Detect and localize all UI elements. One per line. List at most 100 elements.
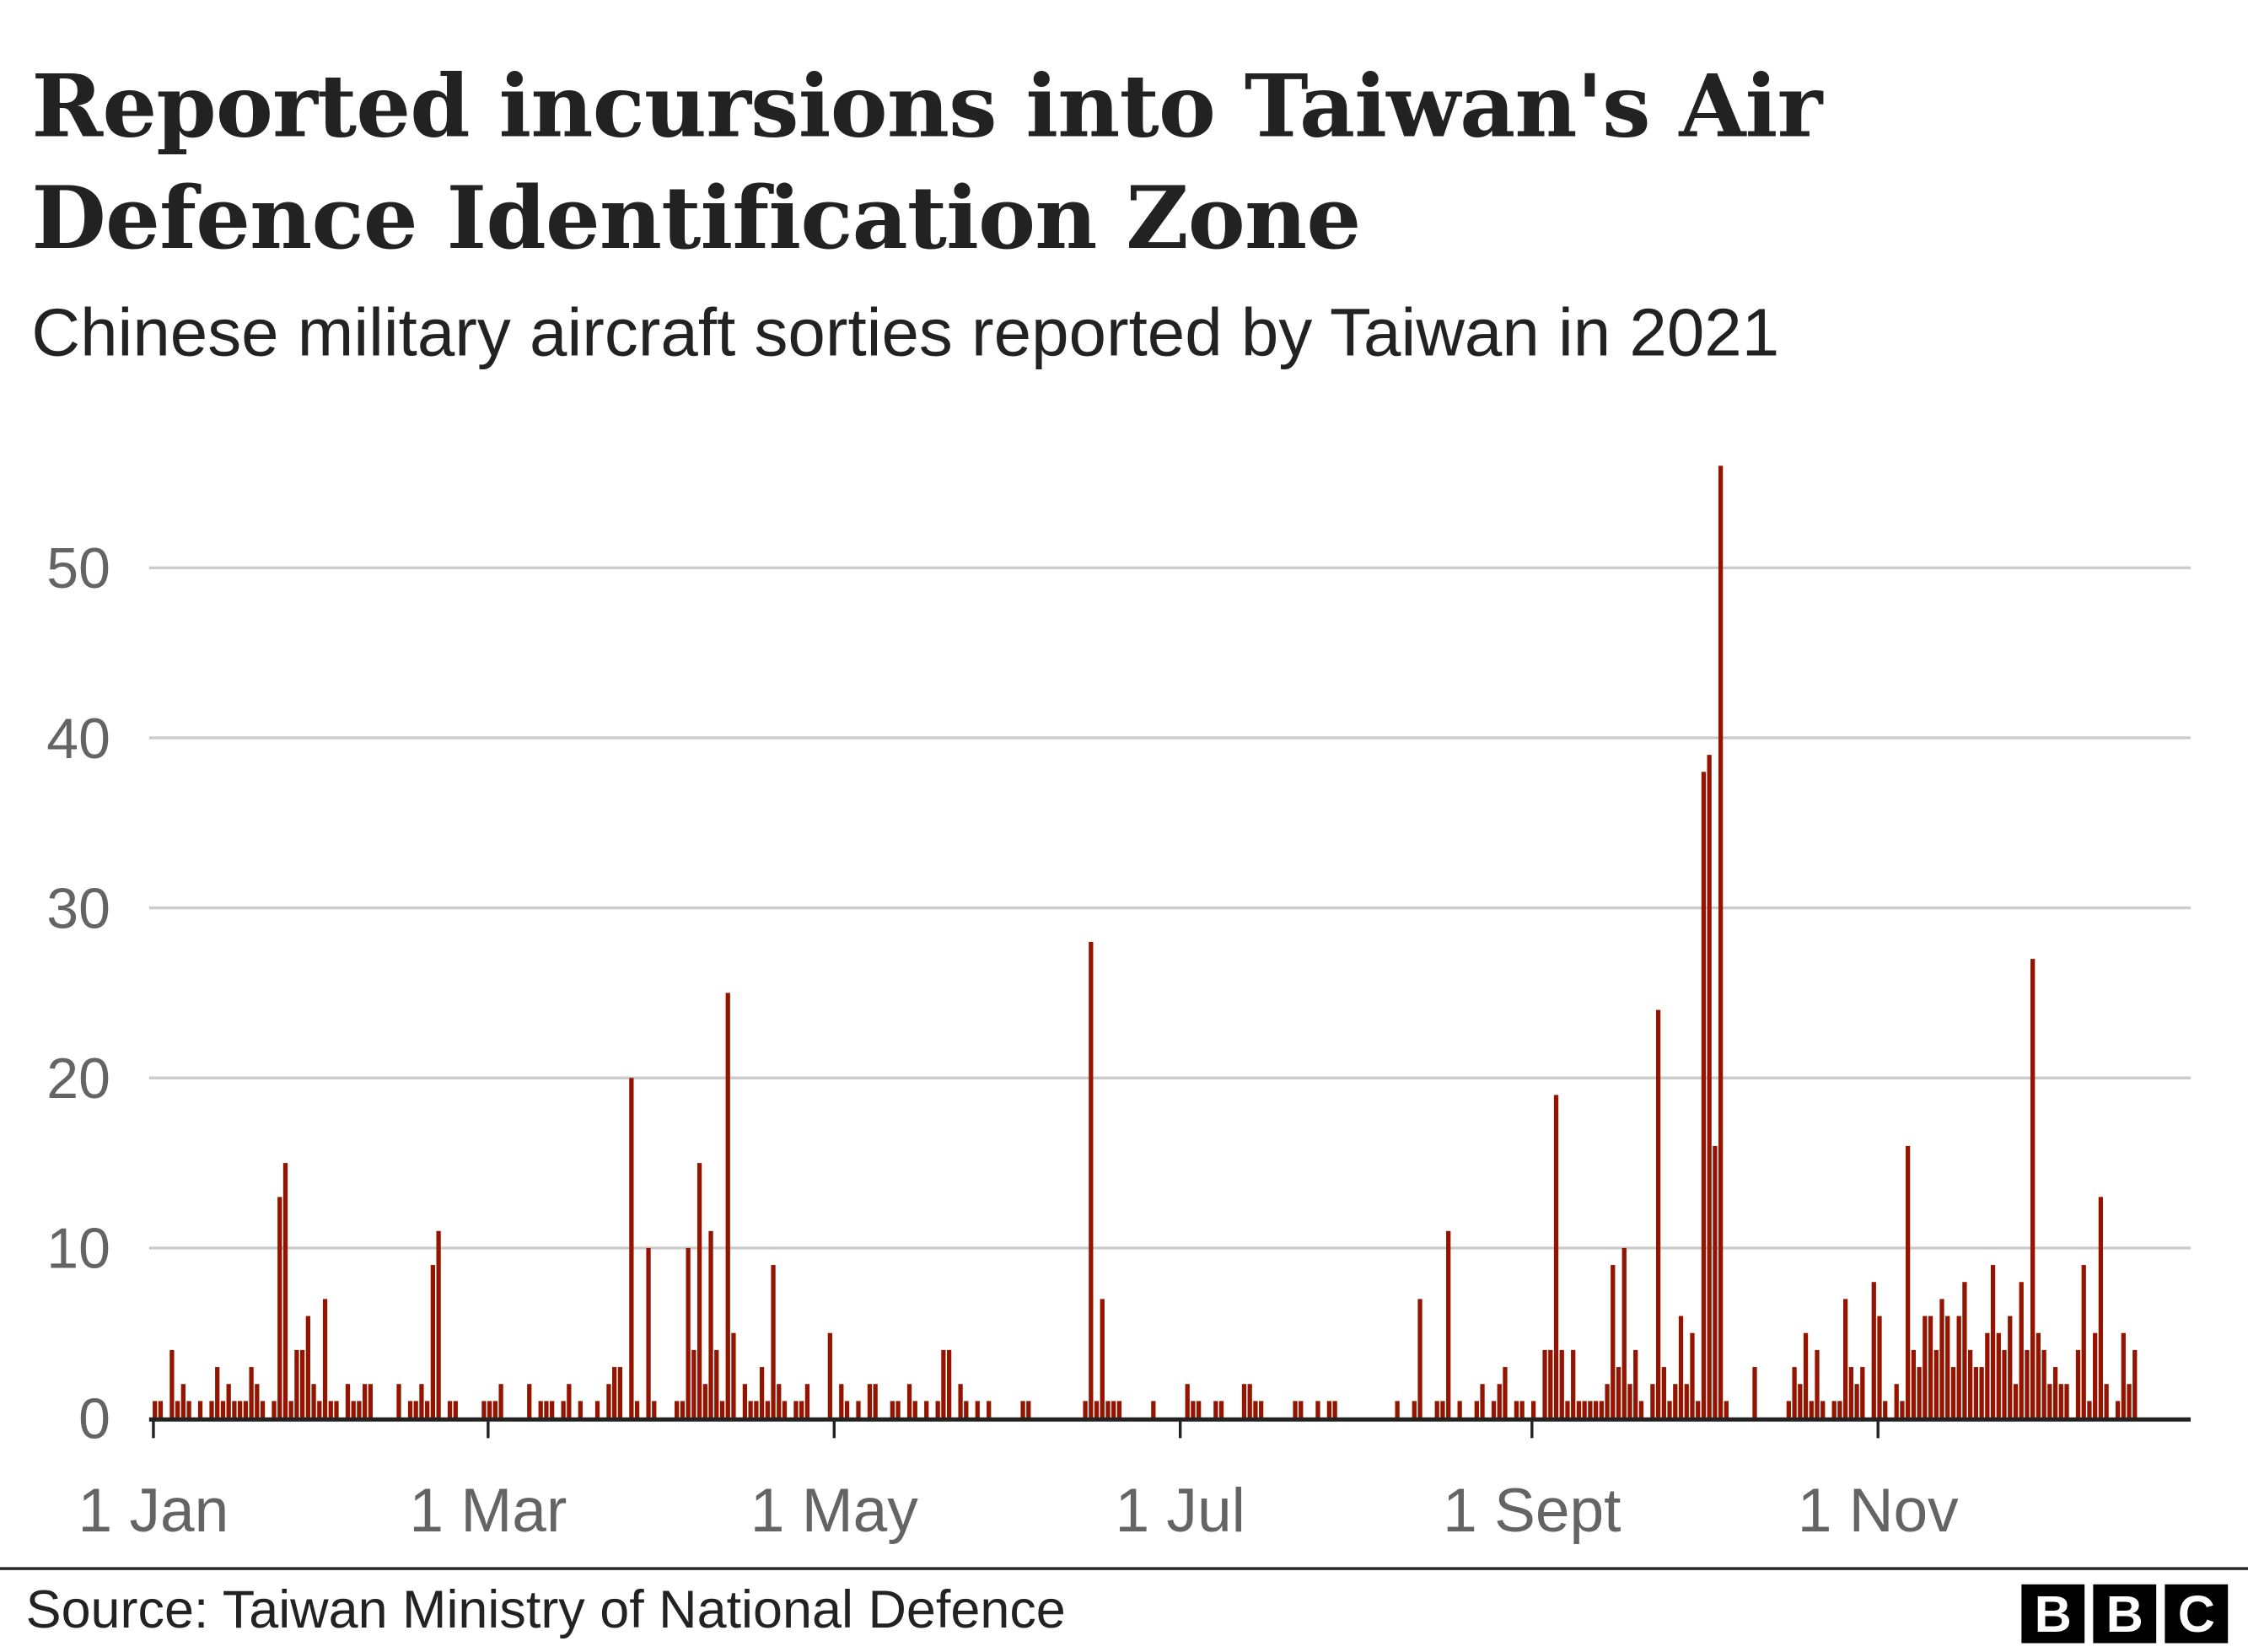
bar — [1293, 1401, 1298, 1418]
bar — [260, 1401, 266, 1418]
bar — [1831, 1401, 1837, 1418]
bar — [1395, 1401, 1400, 1418]
bar — [1786, 1401, 1791, 1418]
chart-title: Reported incursions into Taiwan's Air De… — [31, 57, 1822, 270]
bar — [2025, 1349, 2030, 1418]
bar — [890, 1401, 895, 1418]
bar — [209, 1401, 214, 1418]
bar — [1860, 1367, 1865, 1418]
y-tick-label: 20 — [46, 1047, 110, 1111]
bar — [153, 1401, 158, 1418]
bar — [175, 1401, 180, 1418]
bbc-logo: B B C — [2021, 1584, 2229, 1644]
bar — [2104, 1384, 2109, 1418]
bar — [436, 1230, 441, 1418]
y-tick-label: 30 — [46, 876, 110, 940]
bar — [1713, 1145, 1718, 1418]
bar — [317, 1401, 322, 1418]
bar — [702, 1384, 707, 1418]
bar — [680, 1401, 686, 1418]
bar — [197, 1401, 203, 1418]
bar — [1191, 1401, 1196, 1418]
bar — [754, 1401, 759, 1418]
bar — [1247, 1384, 1252, 1418]
bar — [328, 1401, 333, 1418]
bar — [1105, 1401, 1111, 1418]
bar — [277, 1197, 282, 1418]
bar — [272, 1401, 277, 1418]
bar — [1417, 1299, 1422, 1418]
bar — [1241, 1384, 1247, 1418]
bar — [2002, 1349, 2007, 1418]
y-tick-label: 40 — [46, 707, 110, 771]
bar — [1696, 1401, 1701, 1418]
chart-subtitle: Chinese military aircraft sorties report… — [31, 293, 1780, 370]
bar — [946, 1349, 952, 1418]
bar — [742, 1384, 748, 1418]
bar — [2064, 1384, 2069, 1418]
bar — [1906, 1145, 1911, 1418]
bar — [1116, 1401, 1122, 1418]
bar — [1809, 1401, 1814, 1418]
bar — [975, 1401, 980, 1418]
bar — [294, 1349, 299, 1418]
bar — [675, 1401, 680, 1418]
bar — [1565, 1401, 1570, 1418]
bar — [1638, 1401, 1644, 1418]
bar — [1434, 1401, 1439, 1418]
bar — [1491, 1401, 1497, 1418]
bar — [567, 1384, 572, 1418]
bar — [2121, 1332, 2126, 1418]
bar — [1026, 1401, 1031, 1418]
bar — [1599, 1401, 1604, 1418]
bar — [1332, 1401, 1337, 1418]
bar — [759, 1367, 765, 1418]
bar — [646, 1247, 651, 1418]
bar — [357, 1401, 362, 1418]
bar — [1553, 1095, 1559, 1418]
bar — [1542, 1349, 1547, 1418]
bar — [453, 1401, 458, 1418]
bar — [594, 1401, 600, 1418]
bar — [2087, 1401, 2092, 1418]
bar — [550, 1401, 555, 1418]
bar — [237, 1401, 243, 1418]
x-tick-label: 1 May — [750, 1477, 919, 1545]
bar — [407, 1401, 413, 1418]
bar — [1514, 1401, 1519, 1418]
bar — [1883, 1401, 1888, 1418]
bar — [1548, 1349, 1553, 1418]
bar — [2098, 1197, 2104, 1418]
bar — [2013, 1384, 2019, 1418]
bar — [1752, 1367, 1757, 1418]
bar — [617, 1367, 623, 1418]
bar — [1990, 1265, 1996, 1418]
bar — [1968, 1349, 1973, 1418]
bar — [708, 1230, 713, 1418]
bar — [1480, 1384, 1485, 1418]
bar — [1985, 1332, 1990, 1418]
x-tick-label: 1 Nov — [1798, 1477, 1959, 1545]
bar — [481, 1401, 487, 1418]
bar — [1667, 1401, 1672, 1418]
bar — [1820, 1401, 1826, 1418]
bar — [1299, 1401, 1304, 1418]
x-tick-label: 1 Jan — [78, 1477, 229, 1545]
bar — [282, 1163, 288, 1418]
bar — [924, 1401, 929, 1418]
bar — [1259, 1401, 1264, 1418]
bar — [1457, 1401, 1462, 1418]
bar — [1588, 1401, 1593, 1418]
bar — [1848, 1367, 1853, 1418]
bar — [958, 1384, 963, 1418]
bar — [492, 1401, 498, 1418]
bar — [232, 1401, 237, 1418]
bar — [634, 1401, 640, 1418]
x-tick-label: 1 Jul — [1115, 1477, 1245, 1545]
bar — [1197, 1401, 1202, 1418]
bar — [1900, 1401, 1905, 1418]
bar — [1446, 1230, 1451, 1418]
bar — [873, 1384, 878, 1418]
bar — [629, 1078, 634, 1418]
